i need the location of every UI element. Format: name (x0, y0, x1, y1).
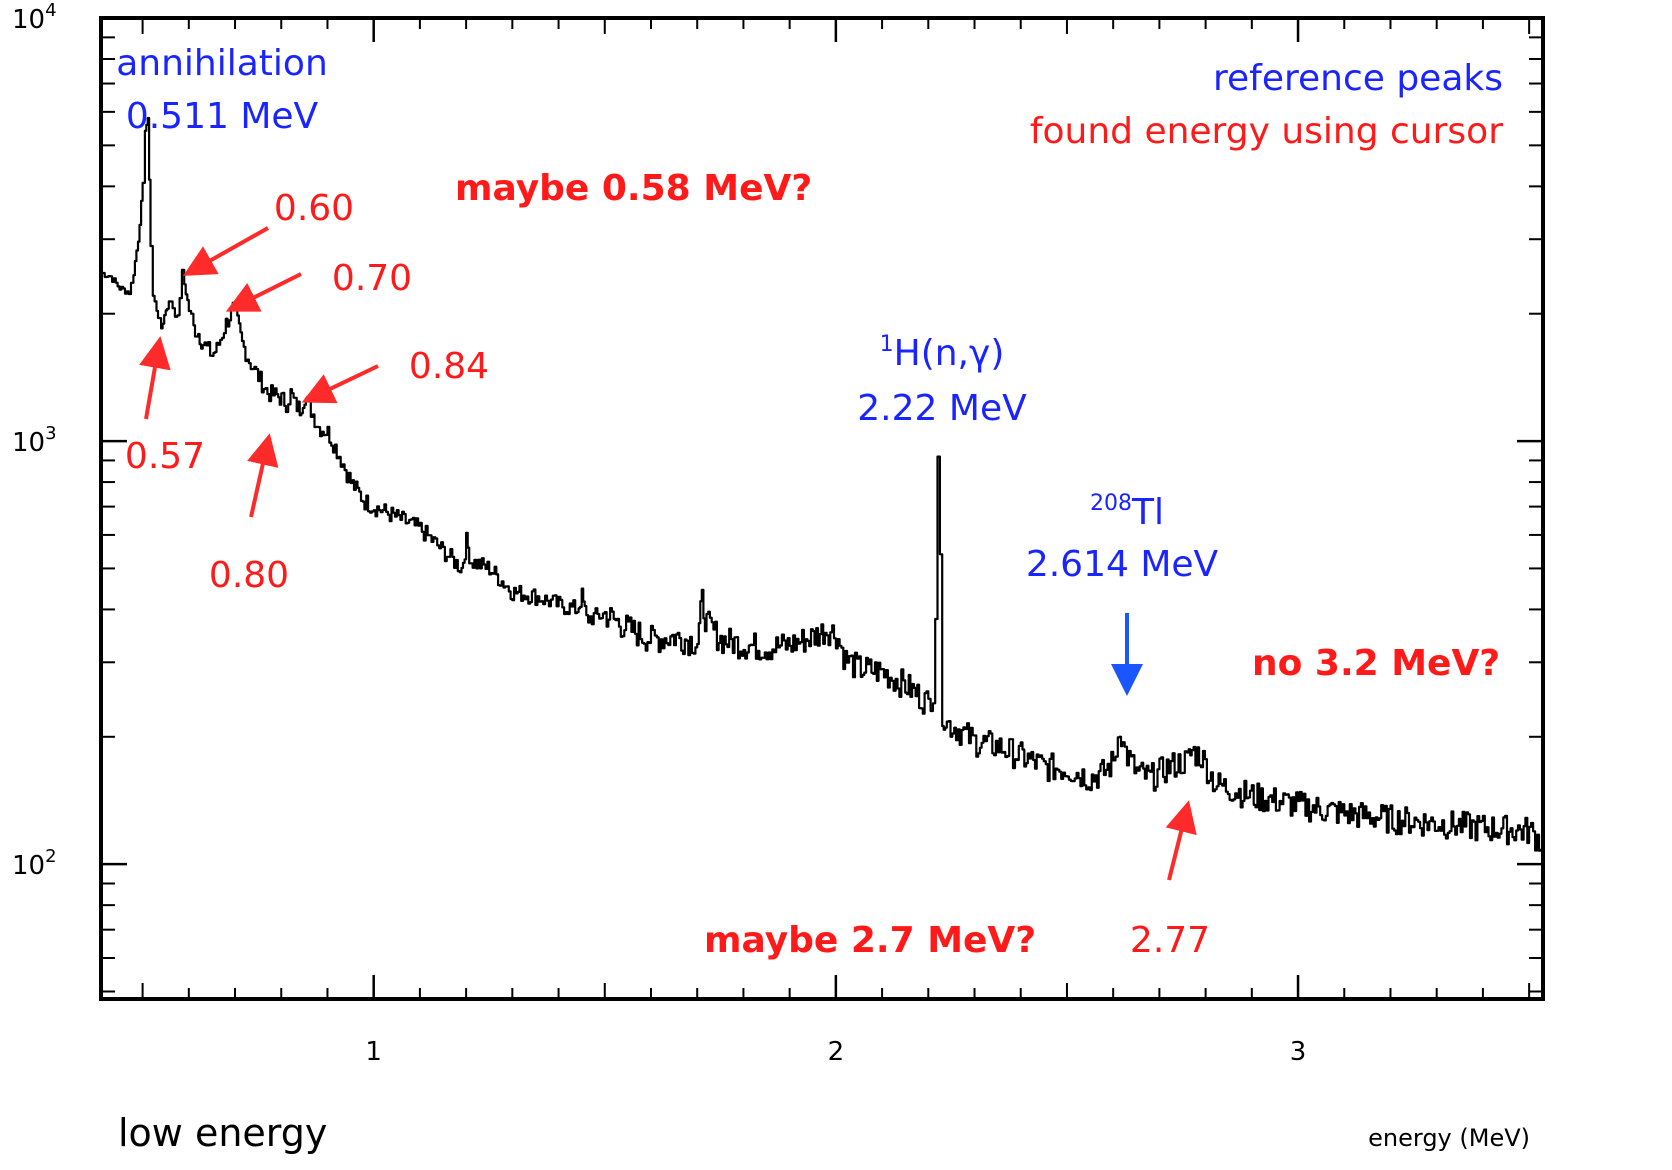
y-tick-exponent: 3 (45, 423, 56, 444)
question-0.58-label: maybe 0.58 MeV? (455, 168, 812, 209)
y-tick-label: 103 (12, 423, 57, 458)
found-2.77-label: 2.77 (1130, 920, 1210, 961)
axis-ticks (101, 16, 1543, 999)
legend-found-energy: found energy using cursor (1030, 111, 1503, 152)
question-3.2-label: no 3.2 MeV? (1252, 643, 1500, 684)
x-tick-label: 3 (1290, 1037, 1307, 1067)
thallium-main: Tl (1131, 492, 1164, 533)
y-tick-base: 10 (12, 428, 45, 458)
hydrogen-energy-label: 2.22 MeV (857, 388, 1027, 429)
y-tick-base: 10 (12, 5, 45, 35)
found-0.80-arrow (247, 433, 279, 518)
hydrogen-capture-label: 1H(n,γ) (880, 332, 1005, 374)
found-0.70-label: 0.70 (332, 258, 412, 299)
annihilation-energy-label: 0.511 MeV (126, 96, 319, 137)
hydrogen-close: ) (990, 333, 1004, 374)
y-tick-label: 104 (12, 0, 57, 35)
found-0.60-label: 0.60 (274, 188, 354, 229)
plot-frame (99, 16, 1545, 1001)
x-tick-label: 2 (828, 1037, 845, 1067)
found-0.60-arrow (183, 226, 269, 276)
annihilation-label: annihilation (116, 43, 328, 84)
legend-reference-peaks: reference peaks (1213, 58, 1503, 99)
found-0.84-arrow (301, 364, 379, 404)
found-2.77-arrow (1165, 800, 1197, 881)
hydrogen-main: H(n, (894, 333, 969, 374)
spectrum-series-line (101, 116, 1543, 852)
x-tick-label: 1 (365, 1037, 382, 1067)
question-2.7-label: maybe 2.7 MeV? (704, 920, 1036, 961)
y-tick-exponent: 2 (45, 846, 56, 867)
found-0.84-label: 0.84 (409, 346, 489, 387)
hydrogen-gamma: γ (969, 333, 990, 374)
found-0.80-label: 0.80 (209, 555, 289, 596)
y-tick-exponent: 4 (45, 0, 56, 21)
low-energy-label: low energy (118, 1111, 327, 1155)
thallium-superscript: 208 (1090, 491, 1132, 516)
y-tick-base: 10 (12, 851, 45, 881)
thallium-label: 208Tl (1090, 491, 1164, 533)
y-tick-label: 102 (12, 846, 57, 881)
found-0.57-arrow (139, 336, 171, 420)
found-0.57-label: 0.57 (125, 436, 205, 477)
hydrogen-superscript: 1 (880, 332, 894, 357)
x-axis-label: energy (MeV) (1368, 1124, 1530, 1152)
thallium-energy-label: 2.614 MeV (1026, 544, 1219, 585)
found-0.70-arrow (225, 272, 302, 312)
